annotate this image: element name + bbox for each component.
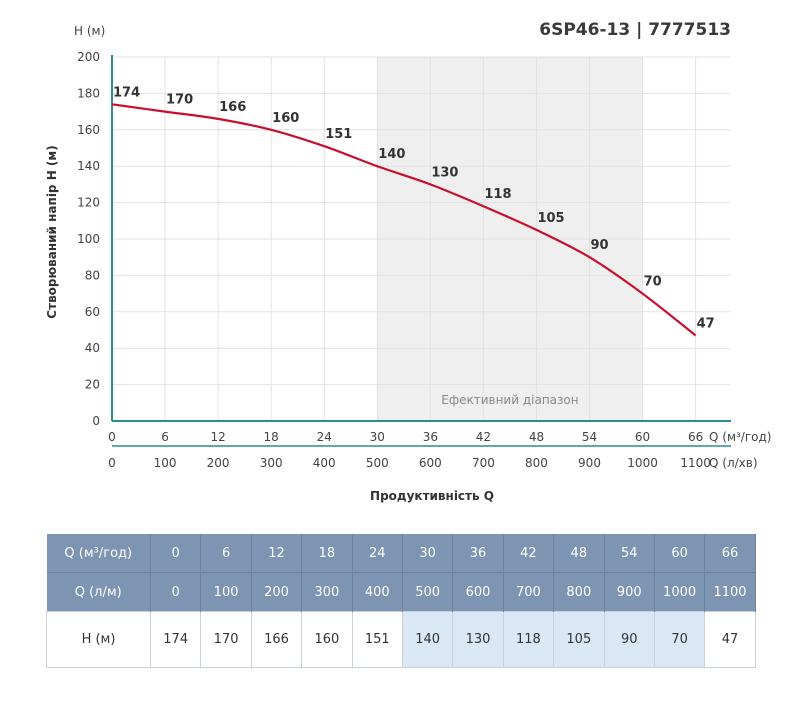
x-unit-label-m3: Q (м³/год)	[709, 430, 771, 444]
table-cell: 600	[452, 572, 504, 612]
row-header-head: H (м)	[46, 611, 151, 668]
pump-curve-chart: Ефективний діапазон020406080100120140160…	[45, 24, 771, 503]
table-cell: 170	[200, 611, 252, 668]
y-tick-label: 160	[77, 123, 100, 137]
y-tick-label: 20	[85, 378, 100, 392]
table-cell: 36	[452, 534, 504, 573]
efficient-range-label: Ефективний діапазон	[441, 393, 578, 407]
x-tick-label-secondary: 0	[108, 456, 116, 470]
x-tick-label: 36	[423, 430, 438, 444]
x-tick-label: 6	[161, 430, 169, 444]
data-label: 151	[325, 127, 352, 142]
y-tick-label: 80	[85, 268, 100, 282]
table-cell: 300	[301, 572, 353, 612]
table-cell: 12	[251, 534, 303, 573]
data-label: 90	[591, 238, 609, 253]
table-cell: 200	[251, 572, 303, 612]
x-tick-label: 18	[264, 430, 279, 444]
table-cell: 700	[503, 572, 555, 612]
x-tick-label-secondary: 500	[366, 456, 389, 470]
performance-table: Q (м³/год) 0 6 12 18 24 30 36 42 48 54 6…	[46, 534, 756, 668]
x-tick-label-secondary: 100	[154, 456, 177, 470]
table-cell: 66	[704, 534, 756, 573]
table-cell: 800	[553, 572, 605, 612]
table-cell: 0	[150, 534, 202, 573]
table-cell: 151	[351, 611, 403, 668]
y-tick-label: 140	[77, 159, 100, 173]
table-cell: 400	[352, 572, 403, 612]
y-tick-label: 40	[85, 341, 100, 355]
y-unit-label: H (м)	[74, 24, 105, 38]
x-tick-label: 42	[476, 430, 491, 444]
table-cell: 6	[200, 534, 252, 573]
x-tick-label-secondary: 600	[419, 456, 442, 470]
head-curve-line	[111, 103, 697, 337]
table-cell: 24	[352, 534, 403, 573]
x-tick-label: 60	[635, 430, 650, 444]
table-cell: 174	[149, 611, 202, 668]
table-cell: 900	[604, 572, 655, 612]
table-cell: 500	[402, 572, 454, 612]
table-cell: 60	[654, 534, 706, 573]
x-tick-label-secondary: 900	[578, 456, 601, 470]
x-tick-label: 12	[210, 430, 225, 444]
data-label: 166	[219, 100, 246, 115]
table-cell: 1000	[654, 572, 706, 612]
table-cell: 166	[250, 611, 303, 668]
x-tick-label: 0	[108, 430, 116, 444]
data-label: 170	[166, 93, 193, 108]
data-label: 118	[484, 187, 511, 202]
table-cell: 42	[503, 534, 555, 573]
table-row-flow-m3: Q (м³/год) 0 6 12 18 24 30 36 42 48 54 6…	[46, 534, 756, 573]
x-tick-label-secondary: 1100	[680, 456, 711, 470]
x-tick-label-secondary: 800	[525, 456, 548, 470]
x-tick-label-secondary: 400	[313, 456, 336, 470]
x-tick-label: 48	[529, 430, 544, 444]
table-cell: 118	[502, 611, 555, 668]
table-cell: 47	[704, 611, 756, 668]
data-label: 160	[272, 111, 299, 126]
table-cell: 30	[402, 534, 454, 573]
x-tick-label-secondary: 200	[207, 456, 230, 470]
table-row-flow-lmin: Q (л/м) 0 100 200 300 400 500 600 700 80…	[46, 572, 756, 612]
x-tick-label: 30	[370, 430, 385, 444]
x-tick-label: 66	[688, 430, 703, 444]
table-row-head: H (м) 174 170 166 160 151 140 130 118 10…	[46, 611, 756, 668]
x-unit-label-lmin: Q (л/хв)	[709, 456, 758, 470]
y-tick-label: 120	[77, 196, 100, 210]
table-cell: 130	[452, 611, 504, 668]
y-tick-label: 180	[77, 86, 100, 100]
y-tick-label: 60	[85, 305, 100, 319]
x-axis-title: Продуктивність Q	[370, 489, 494, 503]
data-label: 70	[644, 275, 662, 290]
table-cell: 54	[604, 534, 655, 573]
table-cell: 105	[553, 611, 605, 668]
row-header-flow-lmin: Q (л/м)	[46, 572, 151, 612]
x-tick-label-secondary: 1000	[627, 456, 658, 470]
table-cell: 160	[301, 611, 353, 668]
data-label: 174	[113, 85, 140, 100]
table-cell: 48	[553, 534, 605, 573]
chart-title: 6SP46-13 | 7777513	[539, 20, 731, 40]
table-cell: 0	[150, 572, 202, 612]
table-cell: 70	[653, 611, 706, 668]
x-tick-label-secondary: 700	[472, 456, 495, 470]
x-tick-label: 54	[582, 430, 597, 444]
table-cell: 18	[301, 534, 353, 573]
y-tick-label: 100	[77, 232, 100, 246]
y-tick-label: 0	[92, 414, 100, 428]
table-cell: 1100	[704, 572, 756, 612]
data-label: 47	[697, 316, 715, 331]
y-tick-label: 200	[77, 50, 100, 64]
data-label: 105	[537, 211, 564, 226]
table-cell: 140	[401, 611, 454, 668]
table-cell: 100	[200, 572, 252, 612]
row-header-flow-m3: Q (м³/год)	[46, 534, 151, 573]
x-tick-label: 24	[317, 430, 332, 444]
x-tick-label-secondary: 300	[260, 456, 283, 470]
y-axis-title: Створюваний напір H (м)	[45, 145, 59, 318]
data-label: 130	[431, 165, 458, 180]
data-label: 140	[378, 147, 405, 162]
table-cell: 90	[603, 611, 655, 668]
